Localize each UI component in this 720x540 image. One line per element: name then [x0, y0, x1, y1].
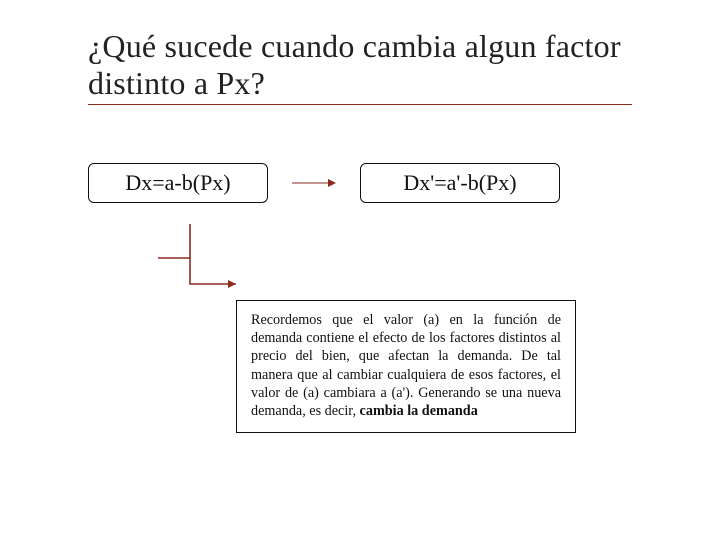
slide: ¿Qué sucede cuando cambia algun factor d… [0, 0, 720, 540]
slide-title: ¿Qué sucede cuando cambia algun factor d… [88, 28, 632, 105]
arrow-right-icon [292, 182, 336, 184]
note-box: Recordemos que el valor (a) en la funció… [236, 300, 576, 433]
connector-bracket-icon [158, 224, 248, 318]
note-bold: cambia la demanda [360, 403, 478, 419]
equation-row: Dx=a-b(Px) Dx'=a'-b(Px) [88, 163, 632, 203]
equation-left-box: Dx=a-b(Px) [88, 163, 268, 203]
note-text: Recordemos que el valor (a) en la funció… [251, 311, 561, 420]
equation-right-box: Dx'=a'-b(Px) [360, 163, 560, 203]
